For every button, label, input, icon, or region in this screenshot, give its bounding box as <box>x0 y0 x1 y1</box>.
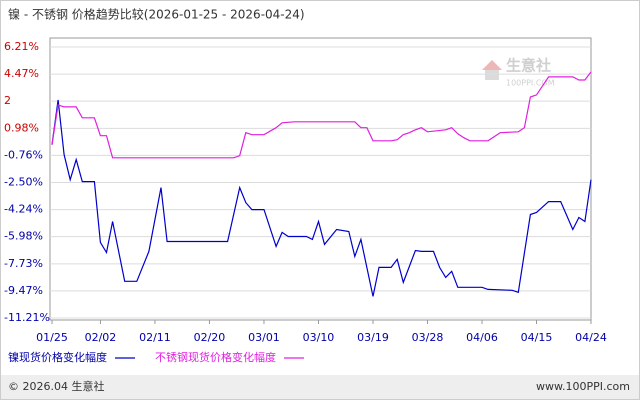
y-tick-label: -9.47% <box>4 284 43 297</box>
x-tick-label: 02/11 <box>139 331 171 344</box>
x-tick-label: 03/19 <box>357 331 389 344</box>
y-tick-label: 0.98% <box>4 121 39 134</box>
x-tick-label: 03/01 <box>248 331 280 344</box>
footer-left: © 2026.04 生意社 <box>8 379 104 393</box>
y-tick-label: -7.73% <box>4 257 43 270</box>
watermark-logo: 生意社 100PPI.COM <box>482 57 555 88</box>
plot-area <box>49 37 592 321</box>
y-tick-label: 6.21% <box>4 40 39 53</box>
watermark-sub: 100PPI.COM <box>506 79 555 88</box>
legend-label: 镍现货价格变化幅度 <box>8 350 107 364</box>
x-tick-label: 02/20 <box>194 331 226 344</box>
x-tick-label: 04/24 <box>575 331 607 344</box>
logo-house <box>485 70 499 80</box>
x-tick-label: 01/25 <box>36 331 68 344</box>
y-tick-label: -4.24% <box>4 203 43 216</box>
x-tick-label: 03/10 <box>303 331 335 344</box>
legend-label: 不锈钢现货价格变化幅度 <box>155 350 276 364</box>
x-tick-label: 02/02 <box>85 331 117 344</box>
series-line <box>51 71 592 159</box>
y-tick-label: 2 <box>4 94 11 107</box>
y-tick-label: -0.76% <box>4 148 43 161</box>
x-tick-label: 04/15 <box>521 331 553 344</box>
y-tick-label: -5.98% <box>4 230 43 243</box>
x-tick-label: 03/28 <box>412 331 444 344</box>
y-tick-label: -11.21% <box>4 311 50 324</box>
chart-title: 镍 - 不锈钢 价格趋势比较(2026-01-25 - 2026-04-24) <box>8 7 305 22</box>
logo-roof <box>482 60 502 70</box>
footer-bar <box>1 375 639 399</box>
x-tick-label: 04/06 <box>466 331 498 344</box>
y-tick-label: -2.50% <box>4 175 43 188</box>
watermark: 生意社 <box>506 57 551 75</box>
y-tick-label: 4.47% <box>4 67 39 80</box>
series-line <box>51 99 592 297</box>
footer-right: www.100PPI.com <box>536 380 630 393</box>
